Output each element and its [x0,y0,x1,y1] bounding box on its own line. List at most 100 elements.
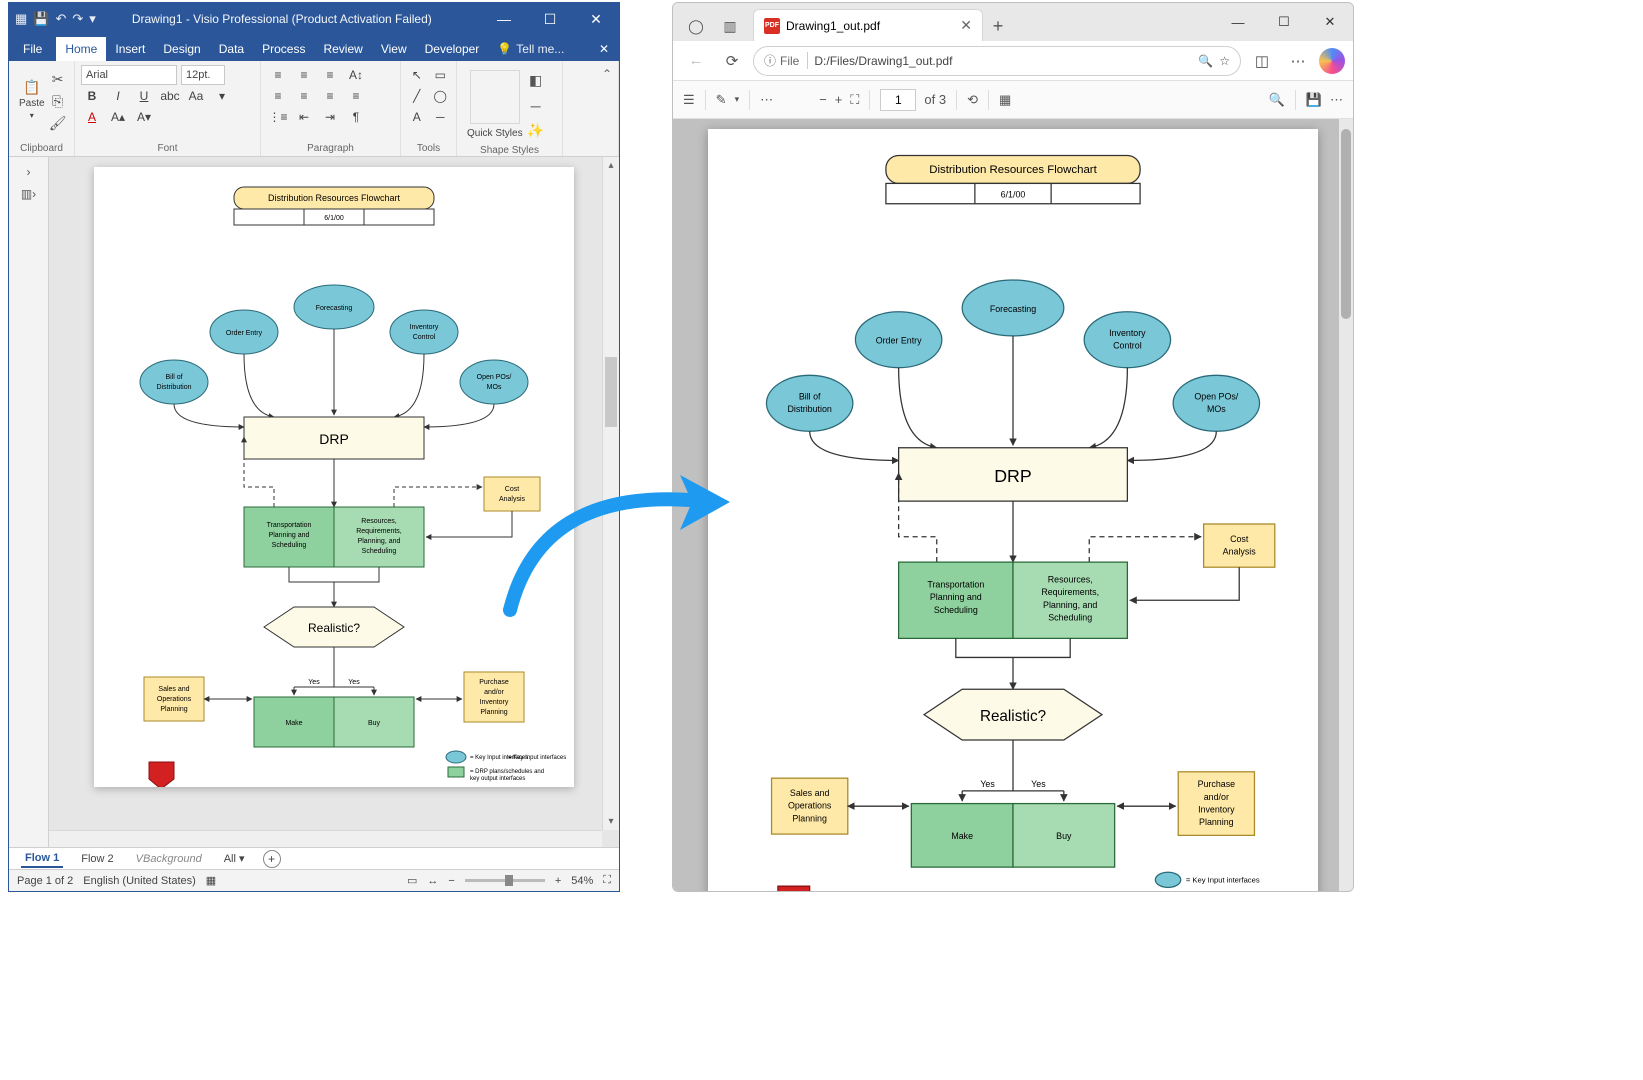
line-tool-icon[interactable]: ─ [431,107,451,127]
line-style-icon[interactable]: ─ [527,97,545,115]
tab-home[interactable]: Home [56,37,106,61]
zoom-in-icon[interactable]: + [835,92,843,107]
new-tab-button[interactable]: + [983,11,1013,41]
page-tab-flow1[interactable]: Flow 1 [21,850,63,868]
close-button[interactable]: ✕ [573,3,619,35]
minimize-button[interactable]: — [481,3,527,35]
pdf-viewer[interactable]: Distribution Resources Flowchart 6/1/00 … [673,119,1353,891]
shapes-icon[interactable]: ▥› [21,187,36,201]
highlight-button[interactable]: ▾ [211,86,233,106]
settings-more-icon[interactable]: ⋯ [1283,46,1313,76]
horizontal-scrollbar[interactable] [49,830,602,847]
vertical-scrollbar[interactable]: ▴ ▾ [602,157,619,830]
align-center-button[interactable]: ≡ [293,86,315,106]
save-icon[interactable]: 💾 [33,11,49,27]
tab-review[interactable]: Review [314,37,371,61]
address-bar[interactable]: ⓘFile D:/Files/Drawing1_out.pdf 🔍 ☆ [753,46,1241,76]
tab-process[interactable]: Process [253,37,314,61]
fill-icon[interactable]: ◧ [527,72,545,90]
rotate-icon[interactable]: ⟲ [967,92,978,108]
pdf-scrollbar[interactable] [1339,119,1353,891]
align-top-button[interactable]: ≡ [267,65,289,85]
zoom-slider[interactable] [465,879,545,882]
status-lang[interactable]: English (United States) [83,875,196,887]
ellipse-tool-icon[interactable]: ◯ [431,86,451,106]
tell-me[interactable]: 💡Tell me... [488,37,573,61]
tab-file[interactable]: File [9,37,56,61]
text-tool-icon[interactable]: A [407,107,427,127]
undo-icon[interactable]: ↶ [55,11,66,27]
effects-icon[interactable]: ✨ [527,122,545,140]
align-bot-button[interactable]: ≡ [319,65,341,85]
strike-button[interactable]: abc [159,86,181,106]
page-tab-vbackground[interactable]: VBackground [132,851,206,867]
find-icon[interactable]: 🔍 [1269,92,1285,108]
zoom-out-icon[interactable]: − [819,92,827,107]
draw-icon[interactable]: ✎ [716,92,727,108]
draw-more-icon[interactable]: ▾ [735,94,740,105]
scroll-thumb[interactable] [605,357,617,427]
format-painter-icon[interactable]: 🖌 [49,114,67,132]
scroll-up-icon[interactable]: ▴ [603,157,619,174]
copy-icon[interactable]: ⎘ [49,92,67,110]
pdf-more-icon[interactable]: ⋯ [1330,92,1343,108]
fit-icon[interactable]: ⛶ [850,92,859,108]
tab-view[interactable]: View [372,37,416,61]
scroll-down-icon[interactable]: ▾ [603,813,619,830]
case-button[interactable]: Aa [185,86,207,106]
cut-icon[interactable]: ✂ [49,70,67,88]
copilot-icon[interactable] [1319,48,1345,74]
collapse-ribbon-icon[interactable]: ⌃ [602,67,612,81]
font-name-combo[interactable]: Arial [81,65,177,85]
rect-tool-icon[interactable]: ▭ [431,65,451,85]
redo-icon[interactable]: ↷ [72,11,83,27]
connector-tool-icon[interactable]: ╱ [407,86,427,106]
font-size-combo[interactable]: 12pt. [181,65,225,85]
indent-dec-button[interactable]: ⇤ [293,107,315,127]
refresh-button[interactable]: ⟳ [717,46,747,76]
underline-button[interactable]: U [133,86,155,106]
align-right-button[interactable]: ≡ [319,86,341,106]
pdf-scroll-thumb[interactable] [1341,129,1351,319]
presentation-icon[interactable]: ▭ [407,874,417,887]
shapes-pane-collapsed[interactable]: › ▥› [9,157,49,847]
page-tab-all[interactable]: All ▾ [220,850,249,867]
expand-shapes-icon[interactable]: › [27,165,31,179]
maximize-button[interactable]: ☐ [527,3,573,35]
favorite-icon[interactable]: ☆ [1219,54,1230,68]
page-tab-flow2[interactable]: Flow 2 [77,851,117,867]
pointer-tool-icon[interactable]: ↖ [407,65,427,85]
orientation-button[interactable]: A↕ [345,65,367,85]
grow-font-button[interactable]: A▴ [107,107,129,127]
tab-insert[interactable]: Insert [106,37,154,61]
tab-close-icon[interactable]: ✕ [960,17,972,34]
italic-button[interactable]: I [107,86,129,106]
align-mid-button[interactable]: ≡ [293,65,315,85]
workspaces-icon[interactable]: ▥ [715,11,745,41]
bullets-button[interactable]: ⋮≡ [267,107,289,127]
browser-tab[interactable]: PDF Drawing1_out.pdf ✕ [753,9,983,41]
fit-page-icon[interactable]: ⛶ [603,874,611,887]
save-pdf-icon[interactable]: 💾 [1306,92,1322,108]
justify-button[interactable]: ≡ [345,86,367,106]
font-color-button[interactable]: A [81,107,103,127]
zoom-in-button[interactable]: + [555,875,561,887]
contents-icon[interactable]: ☰ [683,92,695,108]
tab-developer[interactable]: Developer [416,37,489,61]
quick-styles-button[interactable]: Quick Styles [463,64,527,143]
fit-width-icon[interactable]: ↔ [427,875,438,887]
profile-icon[interactable]: ◯ [681,11,711,41]
back-button[interactable]: ← [681,46,711,76]
page-input[interactable] [880,89,916,111]
edge-minimize-button[interactable]: — [1215,3,1261,41]
zoom-value[interactable]: 54% [571,875,593,887]
ribbon-close-icon[interactable]: ✕ [589,37,619,61]
split-screen-icon[interactable]: ◫ [1247,46,1277,76]
paste-button[interactable]: 📋 Paste ▾ [15,64,49,134]
page-view-icon[interactable]: ▦ [999,92,1011,108]
tab-data[interactable]: Data [210,37,253,61]
qat-more-icon[interactable]: ▾ [89,11,96,27]
align-left-button[interactable]: ≡ [267,86,289,106]
bold-button[interactable]: B [81,86,103,106]
zoom-indicator-icon[interactable]: 🔍 [1198,54,1213,68]
